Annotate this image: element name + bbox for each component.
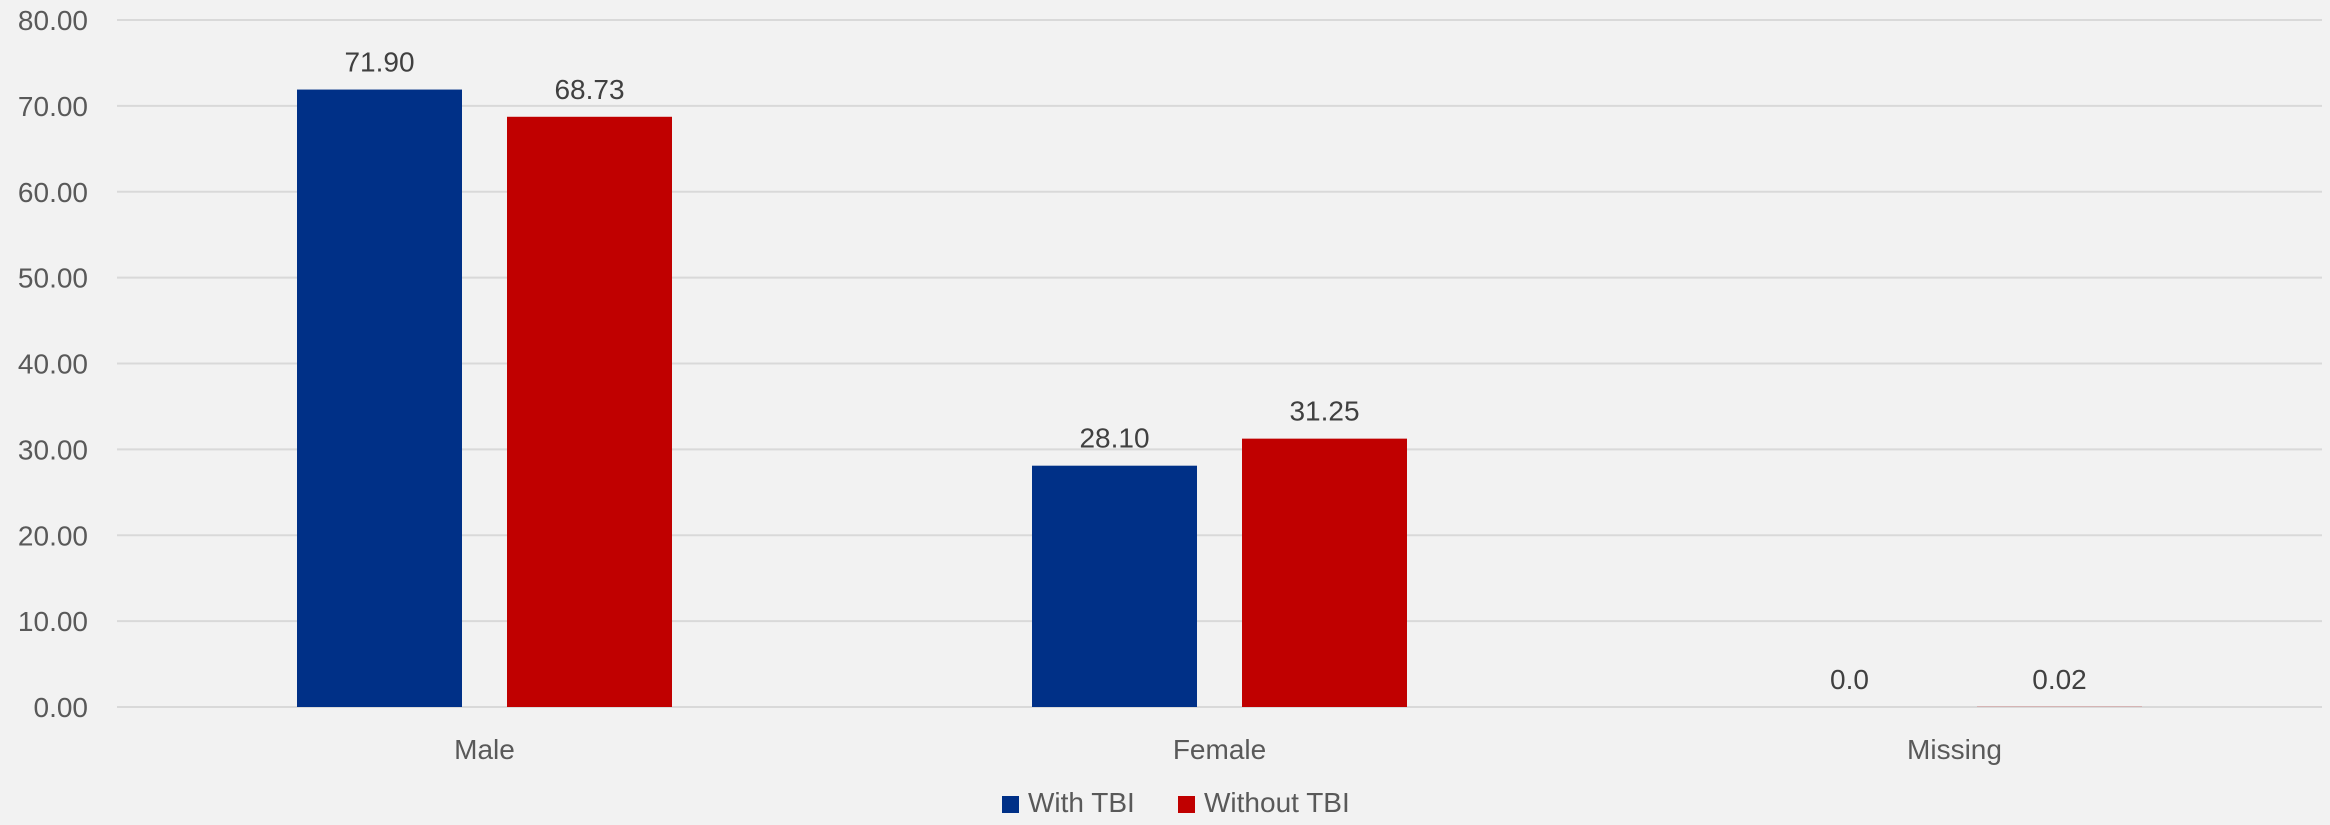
bar-with-tbi-male (297, 89, 462, 708)
data-labels: 71.90 68.73 28.10 31.25 0.0 0.02 (344, 47, 2086, 695)
data-label: 68.73 (554, 74, 624, 105)
gridlines (117, 19, 2322, 708)
y-tick-label: 50.00 (18, 263, 88, 294)
legend-label: With TBI (1028, 787, 1135, 818)
bars (297, 89, 2142, 708)
x-axis-category-labels: Male Female Missing (454, 734, 2002, 765)
data-label: 31.25 (1289, 396, 1359, 427)
y-tick-label: 30.00 (18, 434, 88, 465)
bar-without-tbi-female (1242, 438, 1407, 707)
y-tick-label: 0.00 (34, 692, 89, 723)
legend-swatch (1002, 796, 1019, 813)
y-axis-tick-labels: 0.00 10.00 20.00 30.00 40.00 50.00 60.00 70.00 8… (18, 5, 88, 723)
data-label: 0.0 (1830, 664, 1869, 695)
data-label: 0.02 (2032, 664, 2087, 695)
x-category-label: Female (1173, 734, 1266, 765)
y-tick-label: 40.00 (18, 349, 88, 380)
y-tick-label: 70.00 (18, 91, 88, 122)
y-tick-label: 20.00 (18, 520, 88, 551)
x-category-label: Male (454, 734, 515, 765)
x-category-label: Missing (1907, 734, 2002, 765)
bar-without-tbi-male (507, 116, 672, 707)
legend-label: Without TBI (1204, 787, 1350, 818)
legend: With TBI Without TBI (1002, 787, 1350, 818)
y-tick-label: 60.00 (18, 177, 88, 208)
y-tick-label: 10.00 (18, 606, 88, 637)
y-tick-label: 80.00 (18, 5, 88, 36)
bar-with-tbi-female (1032, 465, 1197, 707)
legend-swatch (1178, 796, 1195, 813)
data-label: 28.10 (1079, 423, 1149, 454)
data-label: 71.90 (344, 47, 414, 78)
